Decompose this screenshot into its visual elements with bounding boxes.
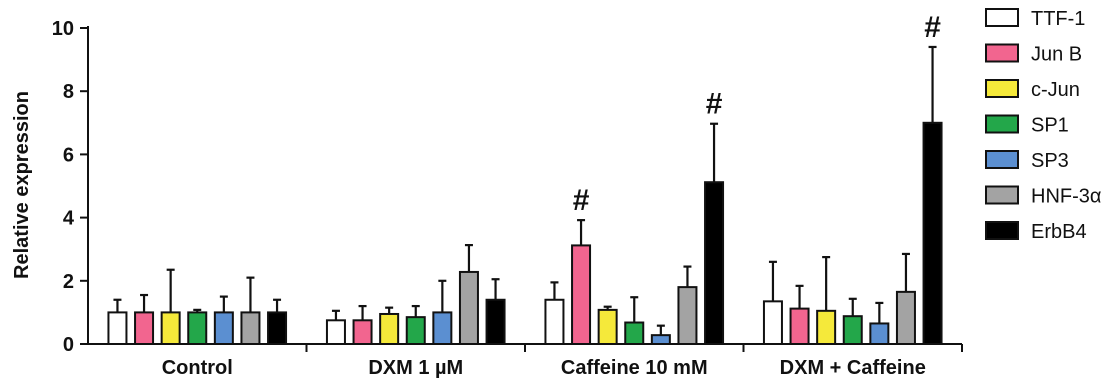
bar — [895, 290, 916, 345]
bar — [597, 308, 618, 346]
bar — [842, 315, 863, 345]
legend-swatch — [985, 114, 1019, 134]
significance-marker: # — [573, 184, 590, 217]
bar — [187, 311, 208, 345]
legend-label: Jun B — [1031, 44, 1082, 66]
bar — [650, 334, 671, 346]
legend-swatch — [985, 221, 1019, 240]
significance-marker: # — [706, 88, 723, 121]
legend-swatch — [985, 185, 1019, 205]
bar — [571, 244, 592, 346]
bar — [267, 311, 288, 345]
bar — [107, 311, 128, 345]
x-tick-label: Control — [162, 357, 233, 379]
bar — [869, 322, 890, 345]
legend-label: SP3 — [1031, 150, 1069, 172]
bar — [922, 121, 943, 345]
bar — [134, 311, 155, 345]
legend-label: ErbB4 — [1031, 221, 1087, 243]
bar — [160, 311, 181, 345]
legend-swatch — [985, 43, 1019, 63]
bar — [677, 286, 698, 345]
y-axis-title: Relative expression — [11, 91, 33, 279]
y-tick-label: 2 — [63, 271, 74, 293]
legend-label: HNF-3α — [1031, 186, 1101, 208]
bar — [624, 321, 645, 345]
bar — [485, 298, 506, 346]
bar — [816, 309, 837, 346]
bar — [789, 307, 810, 345]
legend-swatch — [985, 150, 1019, 169]
bar — [405, 316, 426, 346]
significance-marker: # — [924, 11, 941, 44]
y-tick-label: 10 — [52, 18, 74, 40]
legend-swatch — [985, 8, 1019, 27]
x-tick-label: DXM 1 µM — [368, 357, 463, 379]
y-tick-label: 8 — [63, 81, 74, 103]
legend-label: TTF-1 — [1031, 8, 1085, 30]
bar — [325, 319, 346, 345]
bar — [213, 311, 234, 345]
bar — [432, 311, 453, 345]
y-tick-label: 4 — [63, 208, 75, 230]
legend-label: c-Jun — [1031, 79, 1080, 101]
bar — [458, 270, 479, 345]
y-tick-label: 0 — [63, 334, 74, 356]
x-tick-label: DXM + Caffeine — [780, 357, 926, 379]
bar — [240, 311, 261, 345]
legend-swatch — [985, 79, 1019, 98]
x-tick-label: Caffeine 10 mM — [561, 357, 708, 379]
bar — [379, 312, 400, 346]
bar — [544, 298, 565, 346]
bar — [762, 300, 783, 345]
plot-area: 0 2 4 6 8 10 Control DXM 1 µM Caffeine 10 mM DXM … — [52, 11, 963, 379]
legend-label: SP1 — [1031, 115, 1069, 137]
bar — [352, 319, 373, 345]
bar — [704, 181, 725, 345]
y-tick-label: 6 — [63, 144, 74, 166]
legend: TTF-1 Jun B c-Jun SP1 SP3 HNF-3α ErbB4 — [985, 8, 1101, 243]
